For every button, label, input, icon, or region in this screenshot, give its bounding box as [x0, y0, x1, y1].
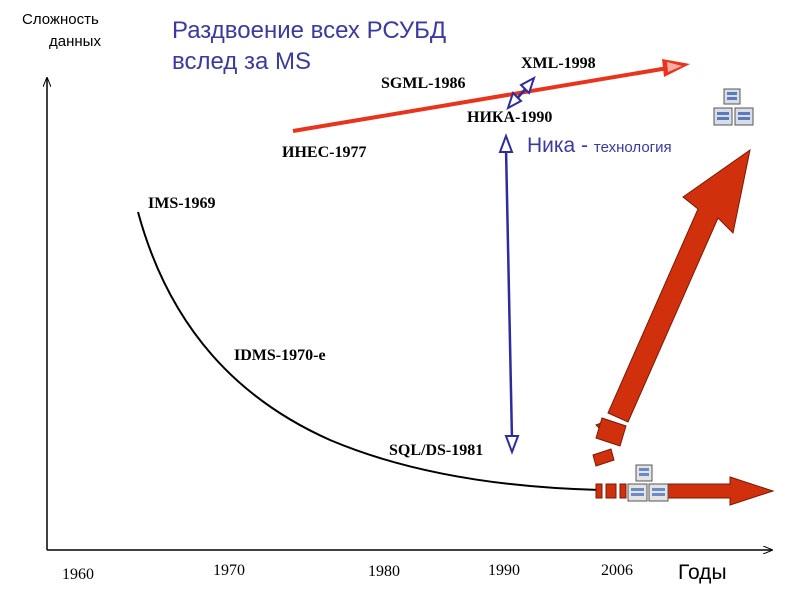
milestone-nika: НИКА-1990	[467, 109, 552, 126]
y-axis-label-line1: Сложность	[22, 11, 99, 28]
y-axis-label-line2: данных	[49, 33, 101, 50]
big-diagonal-arrow	[607, 148, 751, 423]
horizontal-arrow-dash-2	[605, 483, 617, 499]
ines-red-line	[292, 66, 669, 133]
horizontal-arrow	[659, 476, 775, 506]
nika-technology-label: Ника - технология	[527, 134, 672, 157]
horizontal-arrow-dash-3	[619, 483, 627, 499]
database-stack-icon-top	[713, 88, 754, 126]
title-line2: вслед за MS	[172, 48, 311, 75]
x-tick-1970: 1970	[213, 562, 245, 579]
x-tick-1980: 1980	[368, 563, 400, 580]
nika-vertical-arrow	[504, 147, 514, 441]
milestone-idms: IDMS-1970-е	[234, 347, 326, 364]
x-axis-label: Годы	[678, 561, 727, 584]
x-tick-2006: 2006	[601, 562, 633, 579]
database-stack-icon-bottom	[627, 464, 669, 502]
milestone-xml: XML-1998	[521, 55, 596, 72]
nika-xml-arrowhead-bottom	[506, 91, 523, 111]
nika-xml-arrowhead-top	[519, 75, 536, 95]
x-tick-1960: 1960	[62, 566, 94, 583]
milestone-ines: ИНЕС-1977	[282, 144, 366, 161]
milestone-ims: IMS-1969	[148, 195, 216, 212]
nika-technology-small: технология	[594, 139, 672, 156]
nika-vertical-arrowhead-top	[498, 133, 514, 153]
nika-technology-main: Ника -	[527, 134, 594, 157]
diagonal-arrow-dash-2	[595, 417, 627, 447]
nika-vertical-arrowhead-bottom	[504, 435, 520, 455]
x-tick-1990: 1990	[488, 562, 520, 579]
complexity-curve	[137, 211, 601, 491]
milestone-sgml: SGML-1986	[381, 75, 465, 92]
horizontal-arrow-dash-1	[595, 483, 603, 499]
title-line1: Раздвоение всех РСУБД	[172, 17, 446, 44]
diagonal-arrow-dash-3	[592, 448, 615, 467]
milestone-sql: SQL/DS-1981	[389, 442, 483, 459]
